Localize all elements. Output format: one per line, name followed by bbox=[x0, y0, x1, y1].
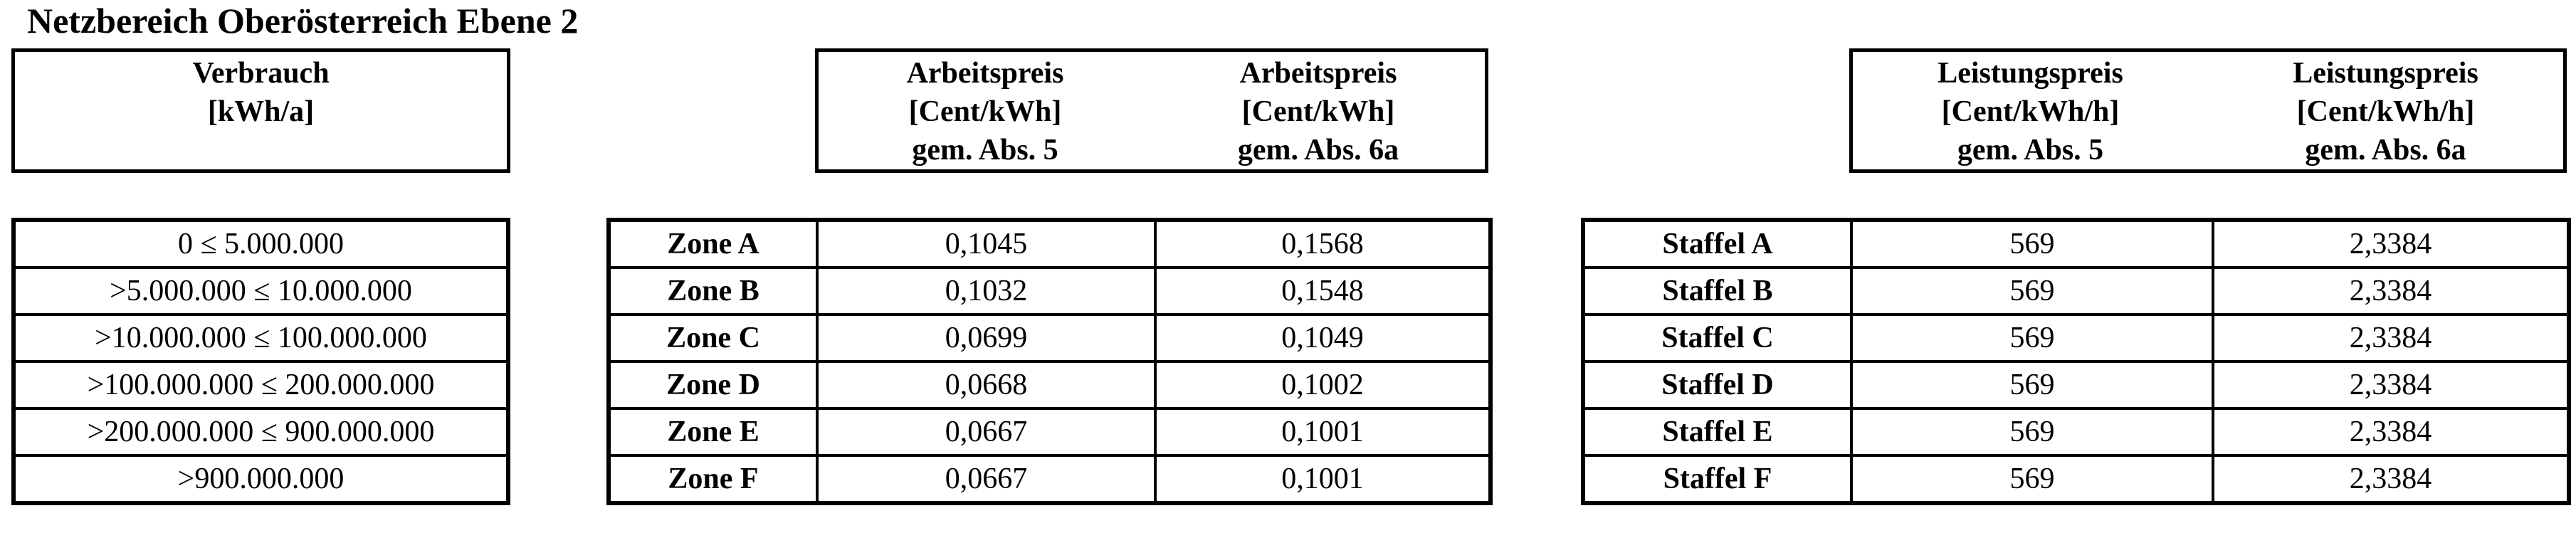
verbrauch-range-cell: >100.000.000 ≤ 200.000.000 bbox=[12, 360, 510, 410]
leistungspreis-abs6a-line3: gem. Abs. 6a bbox=[2305, 134, 2466, 167]
leistungspreis-abs5-line3: gem. Abs. 5 bbox=[1957, 134, 2104, 167]
zone-label-cell: Zone D bbox=[607, 360, 819, 410]
staffel-label-cell: Staffel C bbox=[1582, 313, 1853, 363]
leistungspreis-header-abs6a: Leistungspreis [Cent/kWh/h] gem. Abs. 6a bbox=[2208, 52, 2563, 169]
arbeitspreis-abs5-line1: Arbeitspreis bbox=[906, 57, 1064, 90]
leistungspreis-abs6a-cell: 2,3384 bbox=[2212, 454, 2570, 504]
table-row: Staffel D 569 2,3384 bbox=[1582, 360, 2570, 410]
arbeitspreis-abs6a-line1: Arbeitspreis bbox=[1239, 57, 1397, 90]
arbeitspreis-abs5-cell: 0,1045 bbox=[816, 218, 1157, 269]
table-row: Staffel B 569 2,3384 bbox=[1582, 266, 2570, 316]
arbeitspreis-abs6a-cell: 0,1001 bbox=[1154, 407, 1492, 457]
leistungspreis-abs6a-cell: 2,3384 bbox=[2212, 218, 2570, 269]
verbrauch-range-cell: >10.000.000 ≤ 100.000.000 bbox=[12, 313, 510, 363]
arbeitspreis-abs5-cell: 0,0667 bbox=[816, 407, 1157, 457]
verbrauch-header-line1: Verbrauch bbox=[192, 57, 330, 90]
table-row: >10.000.000 ≤ 100.000.000 bbox=[12, 313, 510, 363]
arbeitspreis-abs6a-cell: 0,1002 bbox=[1154, 360, 1492, 410]
arbeitspreis-abs6a-cell: 0,1568 bbox=[1154, 218, 1492, 269]
leistungspreis-abs5-cell: 569 bbox=[1850, 454, 2214, 504]
leistungspreis-abs5-cell: 569 bbox=[1850, 266, 2214, 316]
leistungspreis-abs5-cell: 569 bbox=[1850, 407, 2214, 457]
arbeitspreis-abs5-line3: gem. Abs. 5 bbox=[912, 134, 1058, 167]
leistungspreis-header-box: Leistungspreis [Cent/kWh/h] gem. Abs. 5 … bbox=[1849, 48, 2567, 173]
arbeitspreis-abs6a-cell: 0,1548 bbox=[1154, 266, 1492, 316]
zone-label-cell: Zone F bbox=[607, 454, 819, 504]
zone-label-cell: Zone A bbox=[607, 218, 819, 269]
table-row: Zone B 0,1032 0,1548 bbox=[607, 266, 1492, 316]
arbeitspreis-abs6a-line3: gem. Abs. 6a bbox=[1237, 134, 1399, 167]
staffel-label-cell: Staffel F bbox=[1582, 454, 1853, 504]
leistungspreis-abs5-cell: 569 bbox=[1850, 313, 2214, 363]
verbrauch-range-cell: >5.000.000 ≤ 10.000.000 bbox=[12, 266, 510, 316]
leistungspreis-abs6a-cell: 2,3384 bbox=[2212, 360, 2570, 410]
staffel-label-cell: Staffel D bbox=[1582, 360, 1853, 410]
verbrauch-header-box: Verbrauch [kWh/a] bbox=[11, 48, 510, 173]
staffel-label-cell: Staffel B bbox=[1582, 266, 1853, 316]
leistungspreis-abs6a-line1: Leistungspreis bbox=[2293, 57, 2478, 90]
leistungspreis-abs6a-cell: 2,3384 bbox=[2212, 313, 2570, 363]
leistungspreis-table: Staffel A 569 2,3384 Staffel B 569 2,338… bbox=[1581, 218, 2571, 505]
zone-label-cell: Zone B bbox=[607, 266, 819, 316]
table-row: Zone C 0,0699 0,1049 bbox=[607, 313, 1492, 363]
leistungspreis-abs5-cell: 569 bbox=[1850, 218, 2214, 269]
verbrauch-range-cell: 0 ≤ 5.000.000 bbox=[12, 218, 510, 269]
arbeitspreis-header-abs6a: Arbeitspreis [Cent/kWh] gem. Abs. 6a bbox=[1152, 52, 1485, 169]
arbeitspreis-abs6a-cell: 0,1049 bbox=[1154, 313, 1492, 363]
arbeitspreis-abs5-cell: 0,0667 bbox=[816, 454, 1157, 504]
table-row: Zone D 0,0668 0,1002 bbox=[607, 360, 1492, 410]
leistungspreis-abs5-line2: [Cent/kWh/h] bbox=[1941, 95, 2120, 128]
arbeitspreis-abs5-cell: 0,0668 bbox=[816, 360, 1157, 410]
zone-label-cell: Zone C bbox=[607, 313, 819, 363]
table-row: >900.000.000 bbox=[12, 454, 510, 504]
arbeitspreis-header-box: Arbeitspreis [Cent/kWh] gem. Abs. 5 Arbe… bbox=[815, 48, 1488, 173]
leistungspreis-abs6a-line2: [Cent/kWh/h] bbox=[2296, 95, 2475, 128]
table-row: Staffel A 569 2,3384 bbox=[1582, 218, 2570, 269]
zone-label-cell: Zone E bbox=[607, 407, 819, 457]
leistungspreis-abs6a-cell: 2,3384 bbox=[2212, 407, 2570, 457]
leistungspreis-header-abs5: Leistungspreis [Cent/kWh/h] gem. Abs. 5 bbox=[1853, 52, 2208, 169]
table-row: >100.000.000 ≤ 200.000.000 bbox=[12, 360, 510, 410]
arbeitspreis-abs6a-cell: 0,1001 bbox=[1154, 454, 1492, 504]
table-row: 0 ≤ 5.000.000 bbox=[12, 218, 510, 269]
verbrauch-header-line2: [kWh/a] bbox=[207, 95, 315, 128]
arbeitspreis-header-abs5: Arbeitspreis [Cent/kWh] gem. Abs. 5 bbox=[819, 52, 1152, 169]
table-row: Zone F 0,0667 0,1001 bbox=[607, 454, 1492, 504]
verbrauch-table: 0 ≤ 5.000.000 >5.000.000 ≤ 10.000.000 >1… bbox=[11, 218, 510, 505]
page-title: Netzbereich Oberösterreich Ebene 2 bbox=[27, 1, 579, 41]
arbeitspreis-abs5-cell: 0,0699 bbox=[816, 313, 1157, 363]
arbeitspreis-abs6a-line2: [Cent/kWh] bbox=[1241, 95, 1395, 128]
table-row: Staffel E 569 2,3384 bbox=[1582, 407, 2570, 457]
verbrauch-range-cell: >200.000.000 ≤ 900.000.000 bbox=[12, 407, 510, 457]
table-row: >5.000.000 ≤ 10.000.000 bbox=[12, 266, 510, 316]
staffel-label-cell: Staffel E bbox=[1582, 407, 1853, 457]
table-row: Zone A 0,1045 0,1568 bbox=[607, 218, 1492, 269]
leistungspreis-abs6a-cell: 2,3384 bbox=[2212, 266, 2570, 316]
arbeitspreis-abs5-cell: 0,1032 bbox=[816, 266, 1157, 316]
leistungspreis-abs5-line1: Leistungspreis bbox=[1938, 57, 2123, 90]
leistungspreis-abs5-cell: 569 bbox=[1850, 360, 2214, 410]
table-row: Staffel C 569 2,3384 bbox=[1582, 313, 2570, 363]
staffel-label-cell: Staffel A bbox=[1582, 218, 1853, 269]
verbrauch-range-cell: >900.000.000 bbox=[12, 454, 510, 504]
table-row: >200.000.000 ≤ 900.000.000 bbox=[12, 407, 510, 457]
arbeitspreis-table: Zone A 0,1045 0,1568 Zone B 0,1032 0,154… bbox=[606, 218, 1493, 505]
verbrauch-header: Verbrauch [kWh/a] bbox=[15, 52, 507, 131]
arbeitspreis-abs5-line2: [Cent/kWh] bbox=[908, 95, 1062, 128]
table-row: Staffel F 569 2,3384 bbox=[1582, 454, 2570, 504]
table-row: Zone E 0,0667 0,1001 bbox=[607, 407, 1492, 457]
